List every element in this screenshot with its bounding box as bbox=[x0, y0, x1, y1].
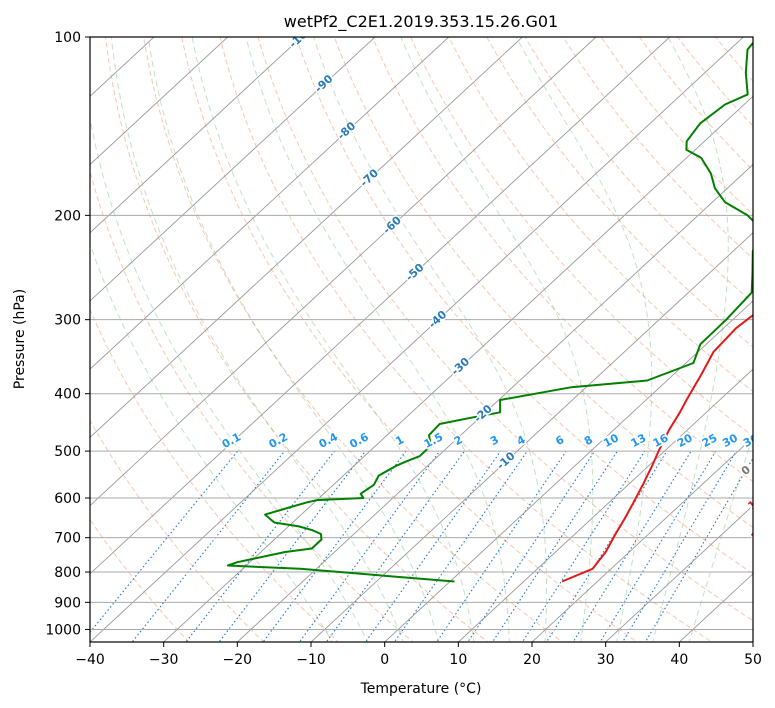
dry-adiabat bbox=[524, 37, 753, 304]
dry-adiabat bbox=[257, 37, 753, 622]
y-tick-label: 200 bbox=[54, 208, 81, 224]
dry-adiabat bbox=[295, 37, 753, 575]
mixing-ratio-line bbox=[491, 450, 618, 642]
isotherm bbox=[90, 37, 376, 302]
x-axis-label: Temperature (°C) bbox=[360, 681, 482, 697]
series-layer bbox=[226, 41, 753, 583]
moist-adiabat-label: 10 bbox=[745, 493, 765, 513]
isotherm bbox=[90, 37, 597, 507]
dry-adiabat bbox=[90, 169, 414, 642]
y-tick-label: 300 bbox=[54, 313, 81, 329]
y-tick-label: 400 bbox=[54, 387, 81, 403]
isotherm bbox=[162, 95, 753, 642]
dry-adiabat bbox=[90, 419, 265, 642]
isotherm bbox=[383, 300, 753, 642]
dry-adiabat bbox=[486, 37, 753, 348]
isotherm bbox=[90, 37, 450, 370]
y-tick-label: 800 bbox=[54, 565, 81, 581]
dry-adiabat bbox=[410, 37, 753, 437]
isotherm bbox=[90, 37, 671, 575]
dry-adiabat bbox=[90, 308, 340, 642]
chart-title: wetPf2_C2E1.2019.353.15.26.G01 bbox=[284, 12, 558, 32]
grid-layer bbox=[90, 10, 775, 654]
moist-adiabat-label: 20 bbox=[749, 523, 769, 543]
y-tick-label: 600 bbox=[54, 491, 81, 507]
x-tick-label: 0 bbox=[380, 652, 389, 668]
isotherm bbox=[90, 37, 524, 439]
x-tick-label: −10 bbox=[296, 652, 326, 668]
mixing-ratio-line bbox=[325, 450, 465, 642]
axis-layer: −40 −30 −20 −10 0 10 20 30 40 50 100 200 300 400 500 60… bbox=[45, 30, 762, 668]
y-tick-label: 1000 bbox=[45, 622, 81, 638]
moist-adiabat bbox=[245, 37, 510, 642]
y-axis-label: Pressure (hPa) bbox=[12, 289, 28, 389]
mixing-ratio-line bbox=[435, 450, 567, 642]
mixing-ratio-line bbox=[131, 450, 286, 642]
dewpoint-profile bbox=[226, 41, 753, 583]
mixing-ratio-line bbox=[364, 450, 502, 642]
isotherm bbox=[604, 504, 753, 642]
dry-adiabat bbox=[676, 37, 753, 127]
moist-adiabat bbox=[313, 37, 547, 642]
isotherm bbox=[90, 37, 745, 642]
isotherm bbox=[90, 37, 229, 166]
mixing-ratio-line bbox=[185, 450, 335, 642]
dry-adiabat bbox=[105, 37, 489, 642]
isotherm bbox=[531, 436, 753, 642]
dry-adiabat bbox=[219, 37, 713, 642]
y-tick-label: 500 bbox=[54, 444, 81, 460]
dry-adiabat bbox=[181, 37, 638, 642]
mixing-ratio-line bbox=[521, 450, 646, 642]
x-tick-label: 50 bbox=[744, 652, 762, 668]
x-tick-label: −40 bbox=[75, 652, 105, 668]
dry-adiabat bbox=[90, 518, 190, 642]
dry-adiabat bbox=[600, 37, 753, 216]
isotherm bbox=[236, 163, 753, 642]
isotherm bbox=[310, 232, 753, 642]
x-tick-label: 40 bbox=[670, 652, 688, 668]
x-tick-label: 20 bbox=[523, 652, 541, 668]
moist-adiabat-label: 30 bbox=[752, 554, 772, 574]
temperature-profile bbox=[561, 313, 753, 583]
moist-adiabat-label: 40 bbox=[759, 583, 775, 603]
dry-adiabat bbox=[769, 10, 775, 654]
isotherm bbox=[457, 368, 753, 642]
y-tick-label: 700 bbox=[54, 531, 81, 547]
plot-background bbox=[90, 37, 753, 642]
isotherm bbox=[90, 37, 303, 234]
x-tick-label: 10 bbox=[449, 652, 467, 668]
mixing-ratio-line bbox=[393, 450, 528, 642]
x-tick-label: −30 bbox=[149, 652, 179, 668]
moist-adiabat bbox=[515, 37, 653, 642]
dry-adiabat bbox=[448, 37, 753, 393]
y-tick-label: 900 bbox=[54, 595, 81, 611]
plot-frame bbox=[89, 36, 754, 643]
mixing-ratio-line bbox=[218, 450, 366, 642]
x-tick-label: −20 bbox=[223, 652, 253, 668]
y-tick-label: 100 bbox=[54, 30, 81, 46]
x-tick-label: 30 bbox=[597, 652, 615, 668]
mixing-ratio-line bbox=[622, 450, 737, 642]
dry-adiabat bbox=[143, 37, 564, 642]
dry-adiabat bbox=[371, 37, 753, 483]
moist-adiabat bbox=[110, 37, 404, 642]
